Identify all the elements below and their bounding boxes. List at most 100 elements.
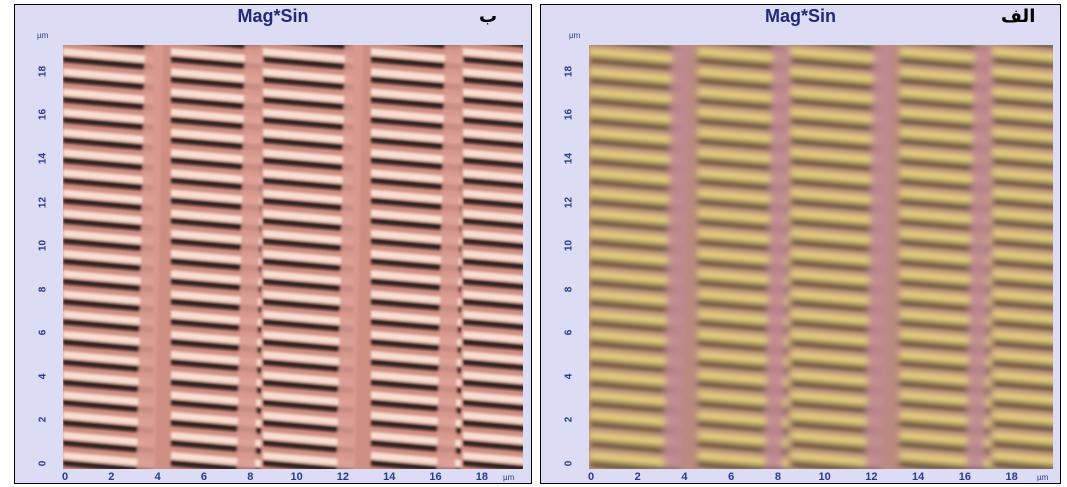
light-stripe [171, 350, 261, 367]
y-tick-label: 4 [37, 373, 49, 380]
light-stripe [463, 391, 523, 404]
x-tick-label: 8 [247, 471, 254, 483]
dark-stripe [371, 136, 461, 151]
dark-stripe [171, 258, 261, 273]
light-stripe [992, 249, 1053, 263]
dark-stripe [899, 278, 991, 293]
panel-right-image [589, 45, 1053, 469]
dark-stripe [263, 237, 353, 252]
dark-stripe [899, 56, 991, 71]
dark-stripe [263, 76, 353, 91]
dark-stripe [899, 157, 991, 172]
x-tick-label: 2 [634, 471, 641, 483]
light-stripe [992, 68, 1053, 81]
light-stripe [263, 431, 353, 447]
light-stripe [992, 128, 1053, 142]
dark-stripe [790, 278, 882, 293]
panel-left-title: Mag*Sin [237, 6, 309, 26]
light-stripe [992, 451, 1053, 465]
light-stripe [263, 68, 353, 84]
light-stripe [371, 108, 461, 124]
dark-stripe [589, 157, 680, 172]
dark-stripe [589, 439, 680, 454]
light-stripe [589, 108, 680, 124]
dark-stripe [589, 358, 680, 374]
light-stripe [63, 148, 153, 165]
light-stripe [63, 371, 153, 387]
dark-stripe [790, 379, 882, 394]
dark-stripe [589, 419, 680, 434]
dark-stripe [263, 217, 353, 232]
light-stripe [589, 330, 680, 346]
light-stripe [589, 128, 680, 144]
dark-stripe [263, 459, 353, 469]
dark-stripe [171, 237, 261, 252]
light-stripe [790, 371, 882, 387]
light-stripe [263, 169, 353, 185]
light-stripe [63, 270, 153, 286]
dark-stripe [992, 197, 1053, 209]
light-stripe [463, 128, 523, 142]
vertical-band [137, 45, 163, 469]
light-stripe [371, 310, 461, 326]
dark-stripe [63, 116, 153, 131]
dark-stripe [263, 318, 353, 333]
dark-stripe [263, 358, 353, 374]
light-stripe [463, 229, 523, 243]
dark-stripe [263, 278, 353, 293]
light-stripe [171, 128, 261, 144]
x-tick-label: 18 [1005, 471, 1018, 483]
dark-stripe [371, 237, 461, 252]
dark-stripe [63, 157, 153, 172]
light-stripe [463, 330, 523, 344]
dark-stripe [263, 258, 353, 273]
light-stripe [63, 189, 153, 205]
dark-stripe [790, 56, 882, 71]
dark-stripe [63, 318, 153, 333]
dark-stripe [263, 56, 353, 71]
light-stripe [992, 330, 1053, 344]
dark-stripe [790, 96, 882, 111]
light-stripe [992, 350, 1053, 364]
x-tick-label: 10 [818, 471, 831, 483]
light-stripe [899, 68, 991, 84]
dark-stripe [899, 197, 991, 212]
dark-stripe [697, 56, 789, 71]
dark-stripe [992, 56, 1053, 68]
light-stripe [263, 451, 353, 467]
light-stripe [263, 229, 353, 245]
light-stripe [992, 169, 1053, 182]
vertical-band [337, 45, 363, 469]
dark-stripe [899, 237, 991, 252]
x-tick-label: 4 [154, 471, 161, 483]
dark-stripe [790, 318, 882, 333]
light-stripe [63, 451, 153, 467]
dark-stripe [171, 358, 261, 374]
dark-stripe [790, 76, 882, 91]
dark-stripe [697, 157, 789, 172]
light-stripe [463, 148, 523, 162]
dark-stripe [371, 177, 461, 192]
dark-stripe [992, 258, 1053, 270]
light-stripe [171, 68, 261, 84]
y-tick-label: 18 [563, 65, 575, 77]
light-stripe [371, 189, 461, 205]
dark-stripe [463, 96, 523, 108]
light-stripe [697, 330, 789, 346]
light-stripe [171, 290, 261, 306]
dark-stripe [63, 298, 153, 313]
light-stripe [992, 431, 1053, 445]
dark-stripe [697, 197, 789, 212]
dark-stripe [589, 399, 680, 414]
dark-stripe [992, 96, 1053, 108]
y-tick-label: 2 [563, 417, 575, 423]
dark-stripe [63, 358, 153, 374]
dark-stripe [899, 358, 991, 374]
light-stripe [63, 209, 153, 225]
light-stripe [790, 391, 882, 407]
light-stripe [697, 128, 789, 144]
dark-stripe [992, 237, 1053, 250]
dark-stripe [63, 379, 153, 394]
panel-right: Mag*Sin الف µm 0 2 4 6 8 10 12 14 16 18 0 2 4 6 8 10 12… [540, 4, 1061, 484]
dark-stripe [463, 136, 523, 149]
